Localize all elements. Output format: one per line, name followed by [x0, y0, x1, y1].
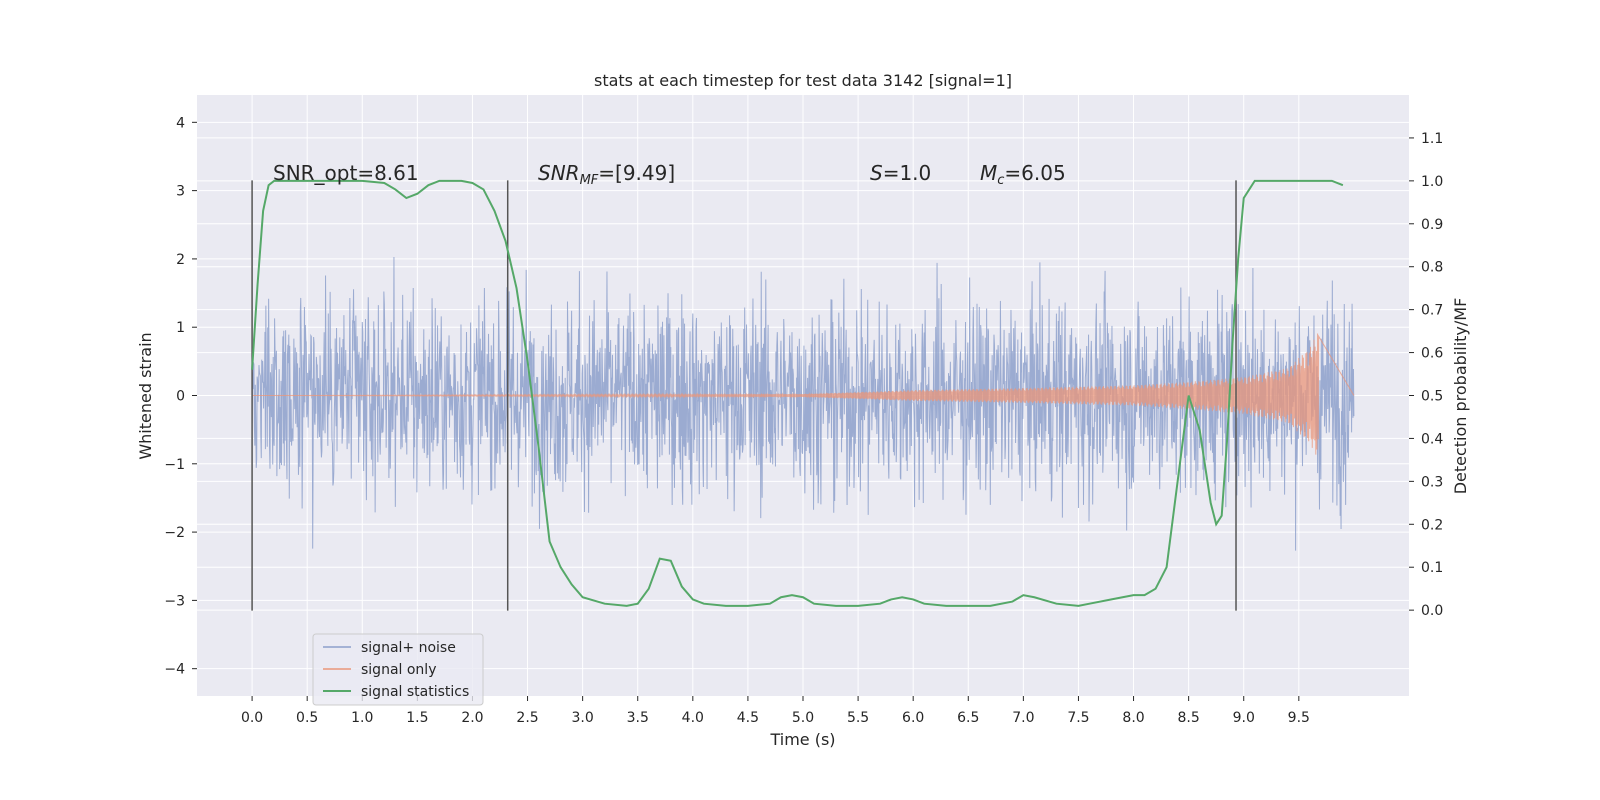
legend-box — [312, 633, 484, 706]
y-tick-label-1: −3 — [164, 593, 185, 609]
x-tick-label-17: 8.5 — [1178, 710, 1200, 726]
x-tick-label-2: 1.0 — [351, 710, 373, 726]
annotation-snr-mf-label: SNR — [538, 161, 580, 185]
annotation-mc: Mc=6.05 — [980, 161, 1066, 188]
x-tick-label-19: 9.5 — [1288, 710, 1310, 726]
y-right-tick-label-8: 0.8 — [1421, 260, 1443, 276]
annotation-snr-mf-value: =[9.49] — [598, 161, 675, 185]
series-signal-noise — [251, 256, 1355, 551]
annotation-snr-mf-subscript: MF — [580, 173, 599, 188]
x-tick-label-4: 2.0 — [461, 710, 483, 726]
legend-label-signal-noise: signal+ noise — [361, 640, 456, 656]
y-right-tick-label-7: 0.7 — [1421, 303, 1443, 319]
x-tick-label-13: 6.5 — [957, 710, 979, 726]
x-tick-label-11: 5.5 — [847, 710, 869, 726]
y-tick-label-2: −2 — [164, 525, 185, 541]
y-right-tick-label-0: 0.0 — [1421, 603, 1443, 619]
x-tick-label-18: 9.0 — [1233, 710, 1255, 726]
x-tick-label-7: 3.5 — [627, 710, 649, 726]
y-tick-label-8: 4 — [176, 115, 185, 131]
x-tick-label-8: 4.0 — [682, 710, 704, 726]
annotation-snr-mf: SNRMF=[9.49] — [538, 161, 675, 188]
x-tick-label-6: 3.0 — [572, 710, 594, 726]
y-right-tick-label-1: 0.1 — [1421, 560, 1443, 576]
x-tick-label-5: 2.5 — [516, 710, 538, 726]
annotation-mc-subscript: c — [997, 173, 1004, 188]
x-tick-label-9: 4.5 — [737, 710, 759, 726]
x-tick-label-1: 0.5 — [296, 710, 318, 726]
annotation-mc-value: =6.05 — [1004, 161, 1065, 185]
legend-label-signal-only: signal only — [361, 662, 436, 678]
annotation-mc-label: M — [980, 161, 997, 185]
signal-only-line — [252, 333, 1355, 455]
chart-title: stats at each timestep for test data 314… — [594, 71, 1012, 90]
signal-noise-line — [251, 256, 1355, 551]
legend-label-signal-statistics: signal statistics — [361, 684, 469, 700]
x-tick-label-10: 5.0 — [792, 710, 814, 726]
y-tick-label-5: 1 — [176, 320, 185, 336]
y-right-tick-label-5: 0.5 — [1421, 389, 1443, 405]
x-tick-label-14: 7.0 — [1012, 710, 1034, 726]
x-tick-label-15: 7.5 — [1067, 710, 1089, 726]
y-tick-label-3: −1 — [164, 457, 185, 473]
y-tick-label-0: −4 — [164, 662, 185, 678]
series-signal-only — [252, 333, 1355, 455]
y-right-axis-label: Detection probability/MF — [1451, 298, 1470, 495]
series-signal-statistics — [251, 179, 1344, 607]
y-axis-label: Whitened strain — [136, 332, 155, 459]
x-tick-label-16: 8.0 — [1122, 710, 1144, 726]
y-tick-label-4: 0 — [176, 389, 185, 405]
y-right-tick-label-11: 1.1 — [1421, 131, 1443, 147]
x-tick-label-12: 6.0 — [902, 710, 924, 726]
legend: signal+ noise signal only signal statist… — [312, 633, 484, 706]
signal-statistics-line — [251, 179, 1344, 607]
annotation-s-label: S — [870, 161, 883, 185]
x-tick-label-0: 0.0 — [241, 710, 263, 726]
y-right-tick-label-3: 0.3 — [1421, 474, 1443, 490]
x-axis-label: Time (s) — [769, 730, 835, 749]
y-tick-label-7: 3 — [176, 184, 185, 200]
annotation-snr-opt: SNR_opt=8.61 — [273, 161, 419, 185]
y-right-tick-label-6: 0.6 — [1421, 346, 1443, 362]
y-right-tick-label-9: 0.9 — [1421, 217, 1443, 233]
x-tick-label-3: 1.5 — [406, 710, 428, 726]
y-right-tick-label-10: 1.0 — [1421, 174, 1443, 190]
y-tick-label-6: 2 — [176, 252, 185, 268]
y-right-tick-label-2: 0.2 — [1421, 517, 1443, 533]
annotations: SNR_opt=8.61 SNRMF=[9.49] S=1.0 Mc=6.05 — [273, 161, 1066, 188]
annotation-s-value: =1.0 — [883, 161, 932, 185]
axis-ticks: 0.0 0.5 1.0 1.5 2.0 2.5 3.0 3.5 4.0 4.5 5.0 5.5 6.0 6… — [164, 115, 1443, 726]
annotation-s: S=1.0 — [870, 161, 931, 185]
y-right-tick-label-4: 0.4 — [1421, 431, 1443, 447]
